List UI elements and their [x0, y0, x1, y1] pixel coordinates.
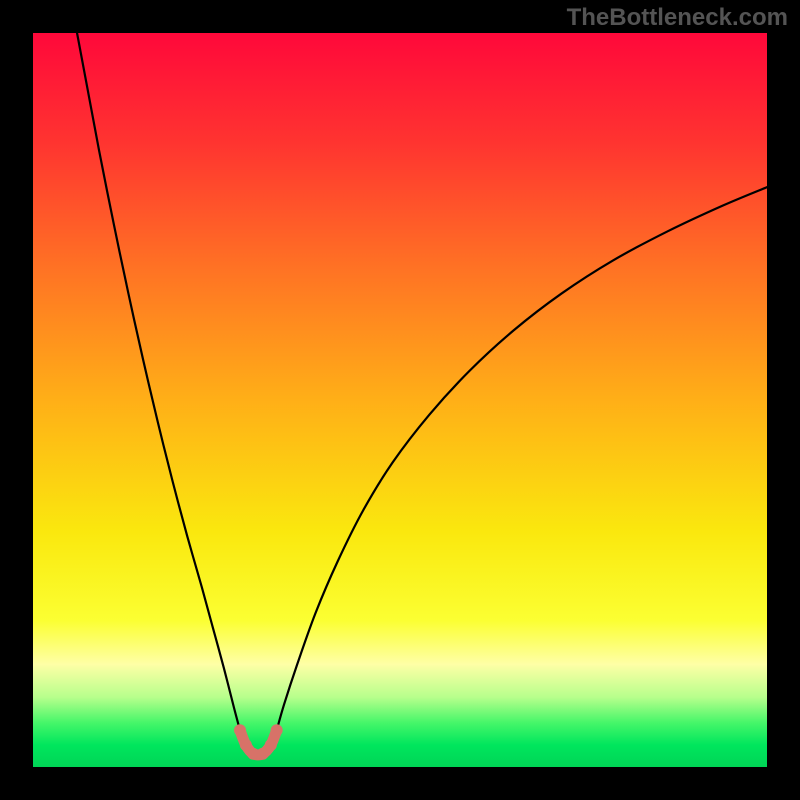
plot-area	[33, 33, 767, 767]
chart-svg	[33, 33, 767, 767]
watermark: TheBottleneck.com	[567, 4, 788, 32]
optimal-range-dot	[271, 724, 283, 736]
optimal-range-dot	[257, 748, 269, 760]
optimal-range-dot	[234, 724, 246, 736]
optimal-range-dot	[265, 739, 277, 751]
gradient-background	[33, 33, 767, 767]
